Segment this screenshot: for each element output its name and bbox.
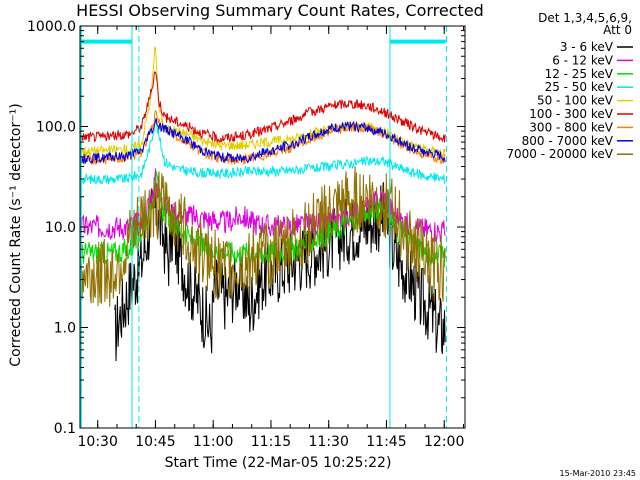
- legend-label: 800 - 7000 keV: [522, 134, 614, 148]
- legend-header-line: Att 0: [603, 23, 632, 37]
- legend-label: 100 - 300 keV: [529, 107, 613, 121]
- legend-label: 3 - 6 keV: [560, 40, 614, 54]
- legend-label: 50 - 100 keV: [537, 94, 614, 108]
- legend-label: 7000 - 20000 keV: [506, 147, 613, 161]
- x-tick-label: 10:30: [78, 434, 118, 450]
- legend-header: Det 1,3,4,5,6,9,Att 0: [538, 11, 632, 37]
- generation-timestamp: 15-Mar-2010 23:45: [560, 469, 637, 478]
- legend-label: 6 - 12 keV: [552, 53, 614, 67]
- x-tick-label: 12:00: [424, 434, 464, 450]
- x-tick-label: 11:00: [193, 434, 233, 450]
- x-axis-label: Start Time (22-Mar-05 10:25:22): [165, 455, 392, 471]
- x-tick-label: 10:45: [135, 434, 175, 450]
- y-tick-label: 1000.0: [27, 19, 76, 35]
- legend-header-line: Det 1,3,4,5,6,9,: [538, 11, 632, 25]
- x-tick-label: 11:30: [309, 434, 349, 450]
- y-tick-label: 10.0: [45, 220, 76, 236]
- series-line: [79, 117, 446, 165]
- chart-title: HESSI Observing Summary Count Rates, Cor…: [76, 1, 484, 20]
- x-tick-label: 11:15: [251, 434, 291, 450]
- series-line: [79, 166, 446, 307]
- y-tick-label: 0.1: [54, 421, 76, 437]
- series-layer: [79, 45, 446, 362]
- y-axis-label: Corrected Count Rate (s⁻¹ detector⁻¹): [8, 103, 24, 366]
- y-tick-label: 1.0: [54, 321, 76, 337]
- legend-label: 12 - 25 keV: [545, 67, 614, 81]
- y-axis: 0.1 1.0 10.0 100.0 1000.0: [27, 19, 465, 437]
- series-line: [79, 119, 446, 185]
- legend-label: 25 - 50 keV: [545, 80, 614, 94]
- y-tick-label: 100.0: [36, 120, 76, 136]
- legend-label: 300 - 800 keV: [529, 120, 613, 134]
- x-axis: 10:30 10:45 11:00 11:15 11:30 11:45 12:00: [78, 26, 464, 450]
- annotation-layer: [80, 26, 448, 428]
- x-tick-label: 11:45: [366, 434, 406, 450]
- series-line: [79, 71, 446, 144]
